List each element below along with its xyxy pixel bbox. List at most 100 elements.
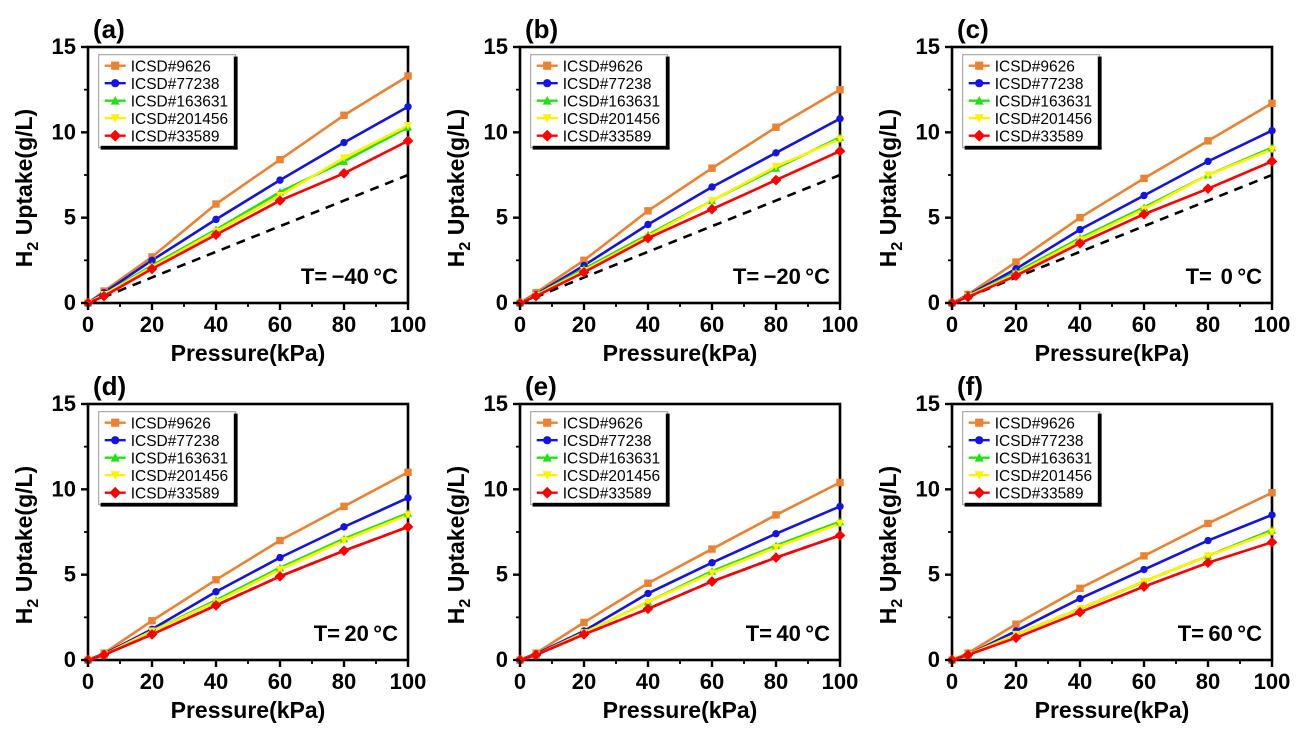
svg-text:80: 80	[1196, 312, 1220, 337]
svg-text:100: 100	[1254, 312, 1291, 337]
svg-text:0: 0	[496, 647, 508, 672]
svg-text:5: 5	[496, 562, 508, 587]
svg-text:80: 80	[764, 669, 788, 694]
svg-text:ICSD#9626: ICSD#9626	[131, 415, 211, 432]
svg-text:10: 10	[484, 119, 508, 144]
svg-text:Pressure(kPa): Pressure(kPa)	[603, 340, 758, 366]
svg-text:5: 5	[496, 205, 508, 230]
svg-text:15: 15	[916, 34, 940, 59]
svg-text:80: 80	[332, 312, 356, 337]
svg-text:5: 5	[928, 205, 940, 230]
svg-text:15: 15	[52, 34, 76, 59]
svg-text:80: 80	[1196, 669, 1220, 694]
svg-text:(c): (c)	[957, 14, 989, 44]
svg-text:ICSD#33589: ICSD#33589	[995, 485, 1084, 502]
svg-text:ICSD#33589: ICSD#33589	[131, 485, 220, 502]
svg-text:40: 40	[636, 312, 660, 337]
svg-text:40: 40	[1068, 312, 1092, 337]
svg-text:ICSD#77238: ICSD#77238	[131, 76, 220, 93]
svg-text:ICSD#33589: ICSD#33589	[131, 128, 220, 145]
svg-text:(e): (e)	[525, 371, 557, 401]
svg-text:ICSD#163631: ICSD#163631	[995, 93, 1092, 110]
svg-text:Pressure(kPa): Pressure(kPa)	[1035, 340, 1190, 366]
svg-text:ICSD#9626: ICSD#9626	[563, 58, 643, 75]
svg-text:ICSD#201456: ICSD#201456	[563, 111, 660, 128]
svg-text:ICSD#9626: ICSD#9626	[995, 415, 1075, 432]
svg-text:100: 100	[390, 312, 427, 337]
svg-text:0: 0	[928, 647, 940, 672]
svg-text:60: 60	[268, 312, 292, 337]
svg-text:ICSD#201456: ICSD#201456	[563, 468, 660, 485]
svg-text:ICSD#33589: ICSD#33589	[995, 128, 1084, 145]
svg-text:100: 100	[390, 669, 427, 694]
svg-text:0: 0	[514, 669, 526, 694]
svg-text:20: 20	[572, 312, 596, 337]
svg-text:60: 60	[1132, 312, 1156, 337]
svg-text:40: 40	[636, 669, 660, 694]
svg-text:20: 20	[1004, 669, 1028, 694]
svg-text:ICSD#9626: ICSD#9626	[563, 415, 643, 432]
svg-text:(b): (b)	[525, 14, 558, 44]
svg-text:40: 40	[204, 669, 228, 694]
svg-text:T= 0 °C: T= 0 °C	[1186, 264, 1263, 289]
svg-text:10: 10	[916, 119, 940, 144]
svg-text:20: 20	[572, 669, 596, 694]
svg-text:ICSD#163631: ICSD#163631	[131, 450, 228, 467]
svg-text:10: 10	[52, 476, 76, 501]
svg-text:100: 100	[822, 669, 859, 694]
svg-text:80: 80	[332, 669, 356, 694]
svg-text:0: 0	[946, 312, 958, 337]
svg-text:10: 10	[484, 476, 508, 501]
svg-text:100: 100	[1254, 669, 1291, 694]
svg-text:10: 10	[916, 476, 940, 501]
svg-text:15: 15	[484, 391, 508, 416]
svg-text:ICSD#77238: ICSD#77238	[995, 76, 1084, 93]
svg-text:0: 0	[946, 669, 958, 694]
svg-text:T= 20 °C: T= 20 °C	[314, 621, 398, 646]
svg-text:5: 5	[928, 562, 940, 587]
svg-text:T= 40 °C: T= 40 °C	[746, 621, 830, 646]
svg-text:(a): (a)	[93, 14, 125, 44]
svg-text:60: 60	[700, 669, 724, 694]
svg-text:(d): (d)	[93, 371, 126, 401]
svg-text:ICSD#163631: ICSD#163631	[563, 93, 660, 110]
svg-text:0: 0	[82, 312, 94, 337]
svg-text:ICSD#163631: ICSD#163631	[563, 450, 660, 467]
svg-text:ICSD#77238: ICSD#77238	[131, 433, 220, 450]
svg-text:ICSD#201456: ICSD#201456	[131, 111, 228, 128]
svg-text:100: 100	[822, 312, 859, 337]
svg-text:Pressure(kPa): Pressure(kPa)	[1035, 697, 1190, 723]
svg-text:15: 15	[52, 391, 76, 416]
svg-text:0: 0	[514, 312, 526, 337]
svg-text:80: 80	[764, 312, 788, 337]
svg-text:20: 20	[140, 312, 164, 337]
svg-text:(f): (f)	[957, 371, 983, 401]
svg-text:60: 60	[700, 312, 724, 337]
svg-text:Pressure(kPa): Pressure(kPa)	[171, 697, 326, 723]
svg-text:15: 15	[484, 34, 508, 59]
svg-text:0: 0	[928, 290, 940, 315]
svg-text:0: 0	[496, 290, 508, 315]
svg-text:ICSD#33589: ICSD#33589	[563, 485, 652, 502]
svg-text:ICSD#9626: ICSD#9626	[131, 58, 211, 75]
svg-text:5: 5	[64, 205, 76, 230]
svg-text:40: 40	[204, 312, 228, 337]
svg-text:T= −20 °C: T= −20 °C	[733, 264, 830, 289]
svg-text:ICSD#33589: ICSD#33589	[563, 128, 652, 145]
svg-text:40: 40	[1068, 669, 1092, 694]
svg-text:ICSD#77238: ICSD#77238	[995, 433, 1084, 450]
svg-text:0: 0	[82, 669, 94, 694]
svg-text:20: 20	[140, 669, 164, 694]
svg-text:15: 15	[916, 391, 940, 416]
svg-text:T= −40 °C: T= −40 °C	[301, 264, 398, 289]
svg-text:Pressure(kPa): Pressure(kPa)	[171, 340, 326, 366]
svg-text:Pressure(kPa): Pressure(kPa)	[603, 697, 758, 723]
svg-text:10: 10	[52, 119, 76, 144]
svg-text:60: 60	[268, 669, 292, 694]
svg-text:T= 60 °C: T= 60 °C	[1178, 621, 1262, 646]
svg-text:60: 60	[1132, 669, 1156, 694]
svg-text:ICSD#77238: ICSD#77238	[563, 76, 652, 93]
svg-text:ICSD#9626: ICSD#9626	[995, 58, 1075, 75]
svg-text:0: 0	[64, 647, 76, 672]
svg-text:ICSD#77238: ICSD#77238	[563, 433, 652, 450]
